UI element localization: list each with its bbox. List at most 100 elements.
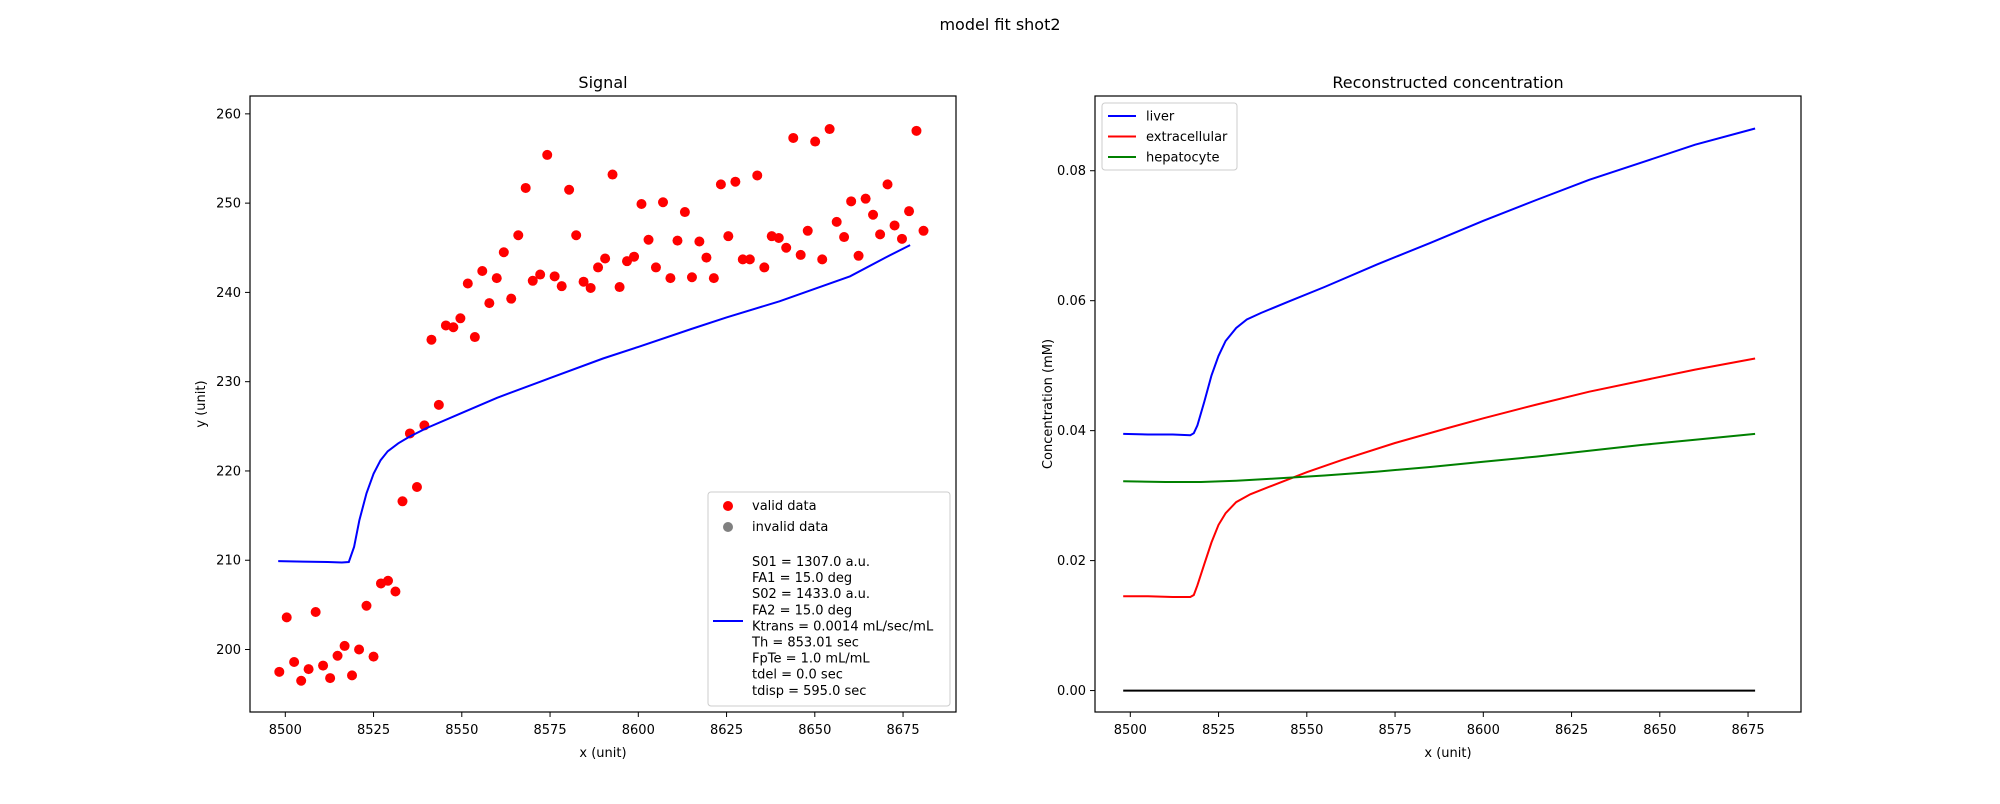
chart-0-point bbox=[332, 650, 343, 661]
chart-0-point bbox=[802, 225, 813, 236]
legend-model-param: tdel = 0.0 sec bbox=[752, 668, 843, 683]
chart-0-point bbox=[477, 265, 488, 276]
chart-0-point bbox=[535, 269, 546, 280]
chart-0-point bbox=[904, 206, 915, 217]
legend-model-param: Th = 853.01 sec bbox=[751, 636, 859, 651]
legend-liver-label: liver bbox=[1146, 110, 1175, 125]
chart-0-ytick-label: 260 bbox=[216, 107, 241, 122]
chart-0-point bbox=[730, 176, 741, 187]
chart-0-point bbox=[723, 231, 734, 242]
chart-0-title: Signal bbox=[578, 73, 627, 92]
chart-0-point bbox=[411, 482, 422, 493]
chart-1-ytick-label: 0.02 bbox=[1057, 554, 1086, 569]
chart-0-point bbox=[875, 229, 886, 240]
chart-0-point bbox=[889, 220, 900, 231]
chart-0-point bbox=[868, 209, 879, 220]
chart-0-point bbox=[361, 600, 372, 611]
chart-0-frame bbox=[249, 95, 957, 713]
chart-0-point bbox=[347, 670, 358, 681]
chart-0-point bbox=[607, 169, 618, 180]
chart-1-ytick-label: 0.06 bbox=[1057, 294, 1086, 309]
chart-1-xtick-label: 8675 bbox=[1732, 723, 1765, 738]
legend-model-param: Ktrans = 0.0014 mL/sec/mL bbox=[752, 619, 934, 634]
chart-0-point bbox=[752, 170, 763, 181]
chart-1-xtick-label: 8650 bbox=[1643, 723, 1676, 738]
chart-0-point bbox=[665, 273, 676, 284]
chart-0-point bbox=[448, 322, 459, 333]
concentration-panel: Reconstructed concentration 8500 8525 8550 8… bbox=[1041, 73, 1802, 761]
chart-1-title: Reconstructed concentration bbox=[1332, 73, 1563, 92]
chart-0-point bbox=[513, 230, 524, 241]
chart-0-xtick-label: 8600 bbox=[622, 723, 655, 738]
legend-model-param: FpTe = 1.0 mL/mL bbox=[752, 652, 870, 667]
chart-0-xtick-label: 8675 bbox=[887, 723, 920, 738]
chart-0-point bbox=[650, 262, 661, 273]
chart-0-xtick-label: 8550 bbox=[445, 723, 478, 738]
chart-0-ylabel: y (unit) bbox=[194, 380, 209, 427]
chart-0-point bbox=[491, 273, 502, 284]
chart-0-point bbox=[911, 125, 922, 136]
chart-0-point bbox=[383, 575, 394, 586]
chart-1-ytick-label: 0.04 bbox=[1057, 424, 1086, 439]
chart-0-point bbox=[679, 207, 690, 218]
chart-0-point bbox=[636, 199, 647, 210]
chart-0-ytick-label: 210 bbox=[216, 554, 241, 569]
chart-0-xtick-label: 8625 bbox=[710, 723, 743, 738]
chart-0-xtick-label: 8525 bbox=[357, 723, 390, 738]
chart-0-point bbox=[810, 136, 821, 147]
legend-hepatocyte-label: hepatocyte bbox=[1146, 151, 1219, 166]
chart-0-point bbox=[846, 196, 857, 207]
chart-0-point bbox=[433, 399, 444, 410]
chart-1-series-extracellular-line bbox=[1123, 357, 1756, 598]
chart-0-point bbox=[542, 149, 553, 160]
chart-0-point bbox=[484, 298, 495, 309]
chart-0-point bbox=[737, 254, 748, 265]
chart-1-frame bbox=[1094, 95, 1802, 713]
chart-0-point bbox=[289, 657, 300, 668]
chart-0-point bbox=[549, 271, 560, 282]
chart-0-ytick-label: 230 bbox=[216, 375, 241, 390]
chart-0-point bbox=[643, 234, 654, 245]
legend-model-label: S01 = 1307.0 a.u. FA1 = 15.0 deg S02 = 143… bbox=[751, 555, 934, 699]
chart-0-point bbox=[708, 273, 719, 284]
chart-0-point bbox=[564, 184, 575, 195]
chart-0-point bbox=[469, 332, 480, 343]
chart-0-ytick-label: 240 bbox=[216, 286, 241, 301]
chart-0-point bbox=[310, 607, 321, 618]
chart-0-point bbox=[744, 254, 755, 265]
chart-0-point bbox=[600, 253, 611, 264]
chart-0-point bbox=[896, 233, 907, 244]
chart-0-point bbox=[658, 197, 669, 208]
signal-legend-box bbox=[707, 491, 951, 707]
chart-0-point bbox=[281, 612, 292, 623]
chart-1-xtick-label: 8525 bbox=[1202, 723, 1235, 738]
chart-0-xlabel: x (unit) bbox=[579, 746, 626, 761]
chart-0-point bbox=[318, 660, 329, 671]
chart-0-ytick-label: 220 bbox=[216, 464, 241, 479]
chart-0-point bbox=[773, 232, 784, 243]
chart-0-point bbox=[694, 236, 705, 247]
legend-valid-marker bbox=[723, 501, 733, 511]
chart-1-series-liver-line bbox=[1123, 127, 1756, 437]
legend-model-param: FA1 = 15.0 deg bbox=[752, 571, 852, 586]
chart-0-point bbox=[296, 675, 307, 686]
chart-0-ytick-label: 250 bbox=[216, 197, 241, 212]
chart-0-point bbox=[918, 225, 929, 236]
chart-1-xtick-label: 8500 bbox=[1114, 723, 1147, 738]
chart-0-point bbox=[390, 586, 401, 597]
chart-0-point bbox=[831, 216, 842, 227]
chart-0-point bbox=[303, 664, 314, 675]
chart-0-point bbox=[506, 293, 517, 304]
chart-0-point bbox=[882, 179, 893, 190]
chart-0-point bbox=[824, 124, 835, 135]
chart-0-point bbox=[426, 334, 437, 345]
chart-0-point bbox=[817, 254, 828, 265]
legend-extracellular-label: extracellular bbox=[1146, 130, 1228, 145]
chart-0-point bbox=[368, 651, 379, 662]
legend-model-param: S02 = 1433.0 a.u. bbox=[752, 587, 870, 602]
legend-model-param: tdisp = 595.0 sec bbox=[752, 684, 866, 699]
chart-0-point bbox=[686, 272, 697, 283]
chart-0-point bbox=[354, 644, 365, 655]
chart-1-xtick-label: 8625 bbox=[1555, 723, 1588, 738]
